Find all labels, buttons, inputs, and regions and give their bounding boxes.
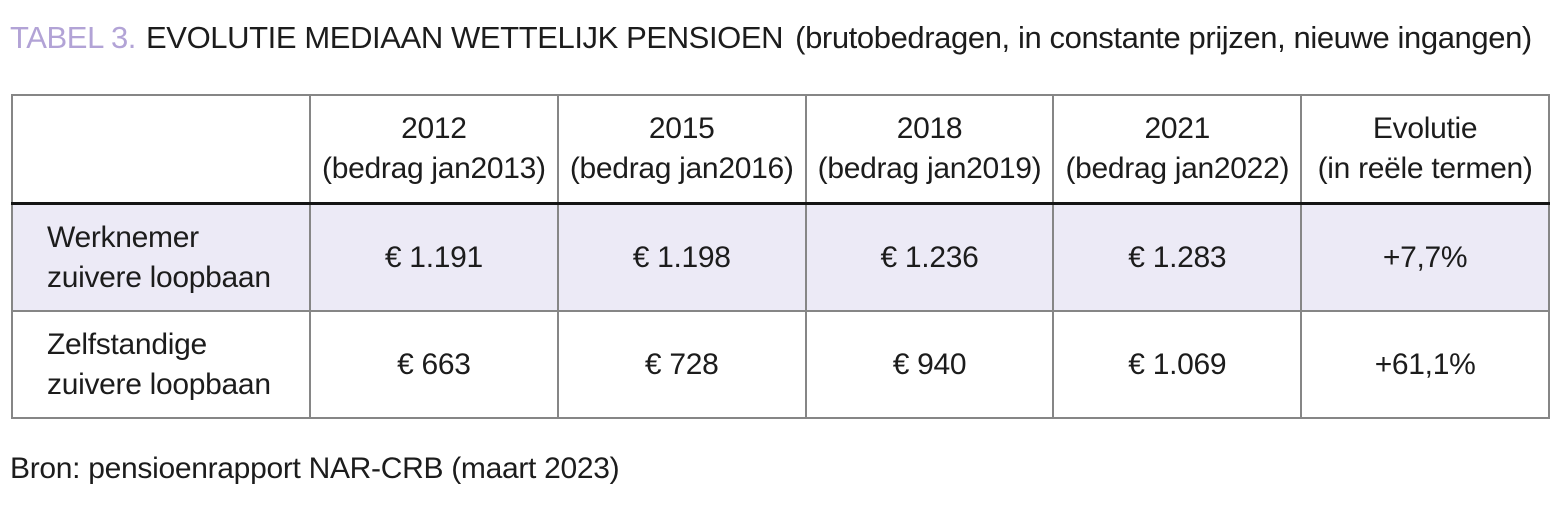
table-title-subtitle: (brutobedragen, in constante prijzen, ni… [795, 20, 1532, 55]
table-header-row: 2012 (bedrag jan2013) 2015 (bedrag jan20… [11, 94, 1550, 205]
value-cell: € 940 [804, 310, 1055, 419]
value-cell: € 1.198 [556, 202, 807, 312]
header-2021: 2021 (bedrag jan2022) [1052, 94, 1303, 205]
table-title: TABEL 3. EVOLUTIE MEDIAAN WETTELIJK PENSI… [10, 20, 1532, 56]
value-cell: € 1.191 [309, 202, 559, 312]
table-row-werknemer: Werknemer zuivere loopbaan € 1.191 € 1.1… [11, 202, 1550, 312]
value-cell: € 1.069 [1052, 310, 1303, 419]
header-evolutie: Evolutie (in reële termen) [1300, 94, 1550, 205]
table-title-text: EVOLUTIE MEDIAAN WETTELIJK PENSIOEN [146, 20, 784, 55]
header-2012: 2012 (bedrag jan2013) [309, 94, 559, 205]
table-number-label: TABEL 3. [10, 20, 137, 55]
pension-table: 2012 (bedrag jan2013) 2015 (bedrag jan20… [11, 94, 1550, 419]
value-cell: € 663 [309, 310, 559, 419]
header-2018: 2018 (bedrag jan2019) [804, 94, 1055, 205]
table-row-zelfstandige: Zelfstandige zuivere loopbaan € 663 € 72… [11, 310, 1550, 419]
row-label-werknemer: Werknemer zuivere loopbaan [11, 202, 311, 312]
value-cell: € 1.283 [1052, 202, 1303, 312]
value-cell-evolutie: +7,7% [1300, 202, 1550, 312]
value-cell: € 728 [556, 310, 807, 419]
row-label-zelfstandige: Zelfstandige zuivere loopbaan [11, 310, 311, 419]
value-cell: € 1.236 [804, 202, 1055, 312]
source-note: Bron: pensioenrapport NAR-CRB (maart 202… [10, 452, 620, 485]
value-cell-evolutie: +61,1% [1300, 310, 1550, 419]
header-empty-cell [11, 94, 311, 205]
header-2015: 2015 (bedrag jan2016) [556, 94, 807, 205]
